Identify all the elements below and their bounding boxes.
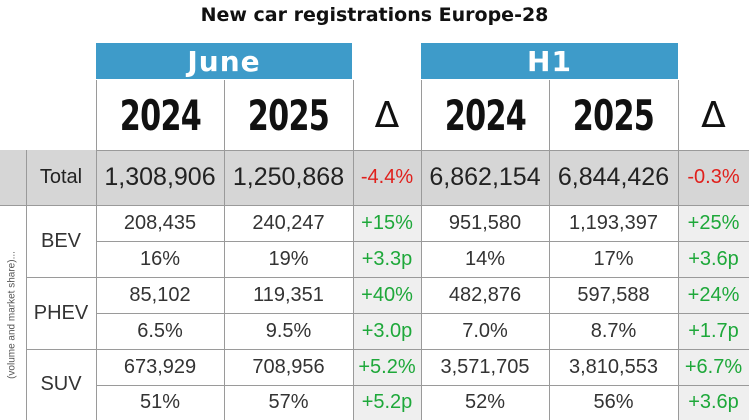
suv-volume-h1-2025: 3,810,553 (569, 355, 658, 378)
phev-volume-h1-2024: 482,876 (448, 283, 522, 306)
table-title: New car registrations Europe-28 (200, 4, 549, 26)
bev-share-h1-delta: +3.6p (688, 247, 739, 270)
grid-line (26, 150, 27, 420)
grid-line (0, 205, 749, 206)
suv-share-h1-2024: 52% (464, 391, 506, 413)
grid-line (96, 80, 97, 420)
phev-volume-june-2024: 85,102 (129, 283, 191, 306)
suv-share-june-2025: 57% (268, 391, 309, 413)
suv-volume-h1-2024: 3,571,705 (440, 355, 530, 378)
bev-share-june-2025: 19% (268, 247, 309, 270)
header-h1-delta: Δ (701, 94, 726, 136)
bev-volume-june-2024: 208,435 (123, 211, 197, 234)
header-june-2024: 2024 (119, 90, 201, 140)
grid-line (26, 277, 749, 278)
bev-share-june-2024: 16% (139, 247, 181, 270)
header-h1-2024: 2024 (444, 90, 526, 140)
phev-share-june-delta: +3.0p (361, 319, 413, 342)
bev-volume-h1-delta: +25% (687, 211, 740, 234)
phev-volume-h1-delta: +24% (687, 283, 740, 306)
phev-share-h1-delta: +1.7p (688, 319, 739, 342)
grid-line (96, 313, 749, 314)
grid-line (96, 385, 749, 386)
suv-volume-h1-delta: +6.7% (684, 355, 743, 378)
total-june-2025: 1,250,868 (232, 163, 345, 191)
june-delta-column-bg (353, 205, 421, 420)
bev-volume-june-2025: 240,247 (252, 211, 325, 234)
header-june-2025: 2025 (247, 90, 330, 140)
bev-share-h1-2024: 14% (464, 247, 506, 270)
phev-volume-h1-2025: 597,588 (577, 283, 650, 306)
suv-volume-june-delta: +5.2% (358, 355, 416, 378)
suv-share-h1-2025: 56% (593, 391, 634, 413)
total-label: Total (39, 166, 83, 188)
suv-share-june-delta: +5.2p (361, 391, 413, 413)
total-june-delta: -4.4% (360, 166, 414, 188)
grid-line (353, 80, 354, 420)
phev-volume-june-2025: 119,351 (253, 283, 324, 306)
phev-share-h1-2024: 7.0% (462, 319, 508, 342)
total-h1-2025: 6,844,426 (557, 163, 670, 191)
row-label-suv: SUV (40, 373, 82, 395)
suv-share-h1-delta: +3.6p (688, 391, 739, 413)
grid-line (96, 150, 749, 151)
total-h1-2024: 6,862,154 (429, 163, 541, 191)
phev-share-june-2024: 6.5% (137, 319, 183, 342)
total-june-2024: 1,308,906 (104, 163, 216, 191)
grid-line (549, 80, 550, 420)
bev-volume-h1-2024: 951,580 (448, 211, 522, 234)
bev-volume-june-delta: +15% (361, 211, 413, 234)
phev-volume-june-delta: +40% (361, 283, 413, 306)
header-june-delta: Δ (374, 94, 400, 136)
row-label-bev: BEV (40, 229, 82, 252)
grid-line (421, 80, 422, 420)
period-header-h1: H1 (421, 43, 678, 79)
h1-delta-column-bg (678, 205, 749, 420)
suv-volume-june-2024: 673,929 (123, 355, 197, 378)
suv-share-june-2024: 51% (139, 391, 181, 413)
suv-volume-june-2025: 708,956 (252, 355, 325, 378)
bev-volume-h1-2025: 1,193,397 (569, 211, 658, 234)
header-h1-2025: 2025 (572, 90, 655, 140)
total-row-background (0, 150, 749, 205)
phev-share-h1-2025: 8.7% (590, 319, 637, 342)
bev-share-june-delta: +3.3p (361, 247, 413, 270)
grid-line (26, 349, 749, 350)
row-label-phev: PHEV (33, 301, 89, 324)
grid-line (96, 241, 749, 242)
total-h1-delta: -0.3% (687, 166, 740, 188)
bev-share-h1-2025: 17% (593, 247, 634, 270)
grid-line (678, 80, 679, 420)
phev-share-june-2025: 9.5% (265, 319, 312, 342)
period-header-june: June (96, 43, 352, 79)
grid-line (224, 80, 225, 420)
